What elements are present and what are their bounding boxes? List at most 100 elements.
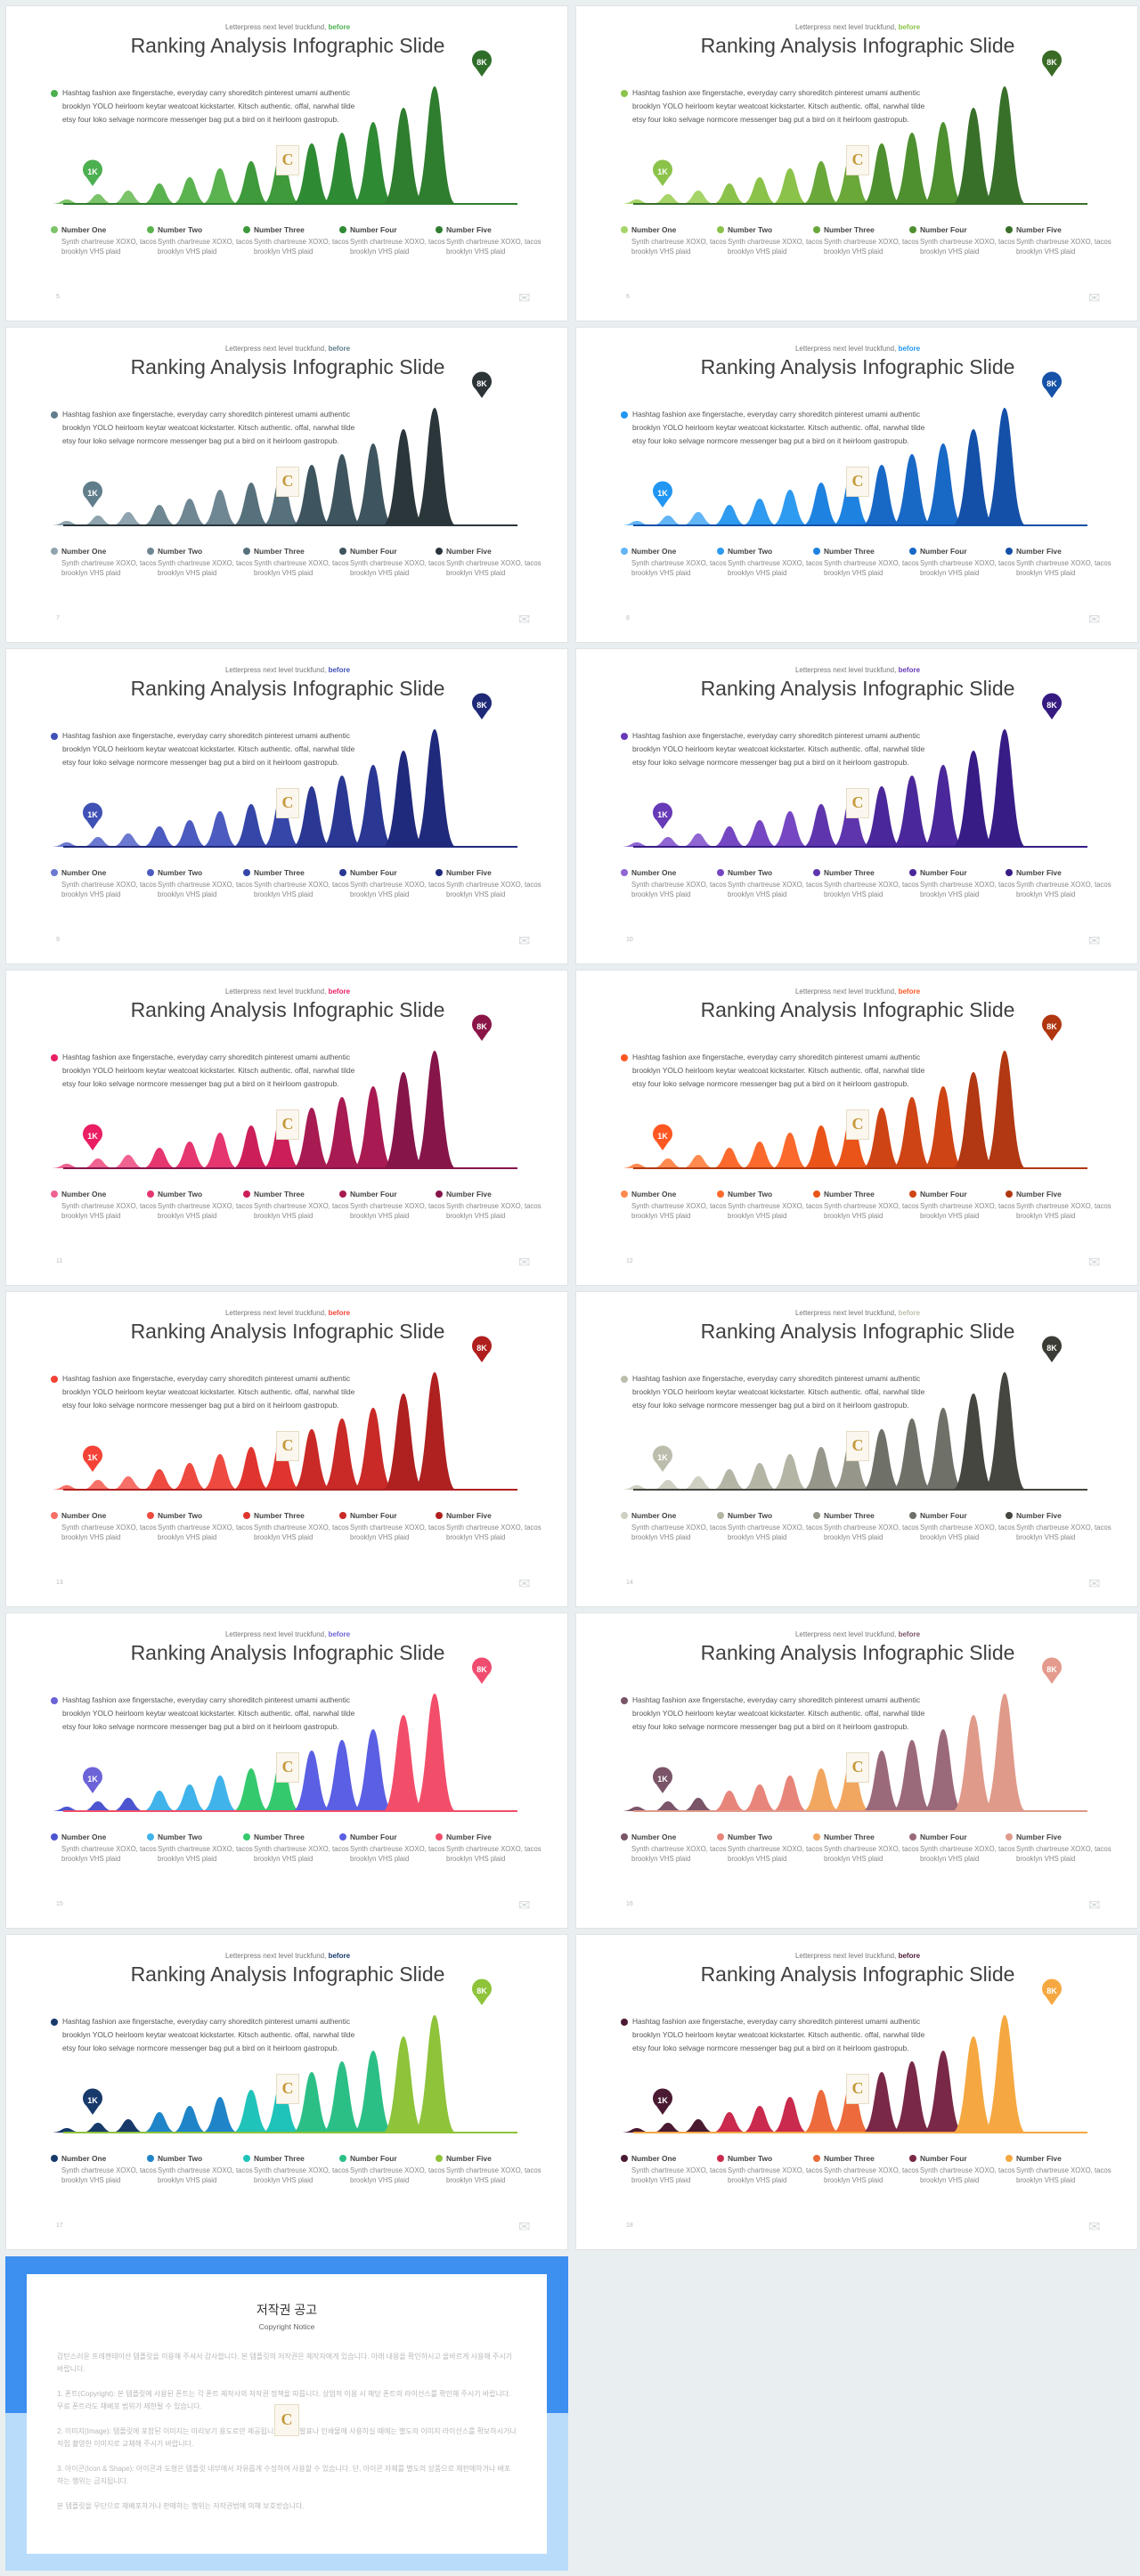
slide-thumbnail-4[interactable]: Letterpress next level truckfund, before… <box>575 327 1138 643</box>
peak-mark <box>832 1117 871 1168</box>
peak-mark <box>923 1729 964 1811</box>
legend-desc: Synth chartreuse XOXO, tacos brooklyn VH… <box>728 238 823 256</box>
legend-desc: Synth chartreuse XOXO, tacos brooklyn VH… <box>254 559 349 577</box>
notice-paragraph: 3. 아이콘(Icon & Shape): 아이콘과 도형은 템플릿 내부에서 … <box>57 2465 511 2485</box>
peak-mark <box>983 1051 1026 1168</box>
peak-mark <box>232 804 270 847</box>
legend-desc: Synth chartreuse XOXO, tacos brooklyn VH… <box>254 238 349 256</box>
ranking-peak-chart: 1K 8K <box>51 1979 517 2133</box>
legend-desc: Synth chartreuse XOXO, tacos brooklyn VH… <box>920 1202 1015 1220</box>
legend-item: Number Three Synth chartreuse XOXO, tacos… <box>813 547 920 578</box>
legend-dot <box>717 1190 724 1198</box>
legend-item: Number One Synth chartreuse XOXO, tacos b… <box>51 225 158 256</box>
peak-mark <box>201 168 239 204</box>
legend-desc: Synth chartreuse XOXO, tacos brooklyn VH… <box>446 2166 542 2184</box>
peak-mark <box>201 1454 239 1490</box>
body-bullet-dot <box>621 1697 628 1704</box>
legend-item: Number Five Synth chartreuse XOXO, tacos … <box>1006 1190 1112 1221</box>
slide-thumbnail-7[interactable]: Letterpress next level truckfund, before… <box>5 970 568 1286</box>
pin-8k: 8K <box>1042 50 1062 77</box>
ranking-peak-chart: 1K 8K <box>51 371 517 526</box>
slide-subtitle: Letterpress next level truckfund, before <box>224 345 351 353</box>
notice-title: 저작권 공고 <box>256 2303 318 2317</box>
legend-item: Number One Synth chartreuse XOXO, tacos b… <box>621 1190 728 1221</box>
pin-1k: 1K <box>653 1124 672 1150</box>
peak-mark <box>413 729 456 847</box>
pin-1k: 1K <box>82 481 102 508</box>
page-number: 6 <box>626 294 630 300</box>
peak-mark <box>742 820 778 847</box>
copyright-notice-slide[interactable]: 저작권 공고 Copyright Notice 감탄스러운 프레젠테이션 템플릿… <box>5 2256 568 2571</box>
peak-mark <box>832 1438 871 1490</box>
peak-mark <box>651 837 685 847</box>
pin-1k: 1K <box>82 2088 102 2115</box>
legend-item: Number Five Synth chartreuse XOXO, tacos … <box>1006 868 1112 899</box>
slide-thumbnail-1[interactable]: Letterpress next level truckfund, before… <box>5 5 568 321</box>
peak-mark <box>51 521 83 525</box>
legend-item: Number Five Synth chartreuse XOXO, tacos … <box>436 225 542 256</box>
slide-thumbnail-14[interactable]: Letterpress next level truckfund, before… <box>575 1934 1138 2250</box>
slide-thumbnail-12[interactable]: Letterpress next level truckfund, before… <box>575 1613 1138 1929</box>
legend-name: Number One <box>631 1832 677 1841</box>
slide-thumbnail-13[interactable]: Letterpress next level truckfund, before… <box>5 1934 568 2250</box>
slide-thumbnail-6[interactable]: Letterpress next level truckfund, before… <box>575 648 1138 964</box>
peak-mark <box>172 1142 208 1168</box>
envelope-icon: ✉ <box>518 291 531 306</box>
notice-card: 저작권 공고 Copyright Notice 감탄스러운 프레젠테이션 템플릿… <box>27 2274 547 2554</box>
peak-mark <box>712 2112 747 2133</box>
peak-mark <box>142 1469 177 1490</box>
slide-thumbnail-11[interactable]: Letterpress next level truckfund, before… <box>5 1613 568 1929</box>
legend-item: Number One Synth chartreuse XOXO, tacos b… <box>621 225 728 256</box>
slide-body-text: Hashtag fashion axe fingerstache, everyd… <box>51 2015 365 2055</box>
legend-desc: Synth chartreuse XOXO, tacos brooklyn VH… <box>1016 559 1112 577</box>
legend-desc: Synth chartreuse XOXO, tacos brooklyn VH… <box>631 1845 727 1863</box>
peak-mark <box>353 1086 394 1168</box>
slide-body-text: Hashtag fashion axe fingerstache, everyd… <box>621 1372 935 1412</box>
legend-desc: Synth chartreuse XOXO, tacos brooklyn VH… <box>446 238 542 256</box>
slide-thumbnail-5[interactable]: Letterpress next level truckfund, before… <box>5 648 568 964</box>
legend-dot <box>436 548 443 555</box>
peak-mark <box>621 2128 653 2133</box>
legend-name: Number Four <box>350 1190 397 1199</box>
slide-thumbnail-10[interactable]: Letterpress next level truckfund, before… <box>575 1291 1138 1607</box>
peak-mark <box>81 1158 115 1168</box>
legend-desc: Synth chartreuse XOXO, tacos brooklyn VH… <box>61 2166 157 2184</box>
ranking-peak-chart: 1K 8K <box>621 1014 1087 1169</box>
slide-title: Ranking Analysis Infographic Slide <box>130 1962 445 1986</box>
peak-mark <box>322 454 362 525</box>
pin-1k: 1K <box>82 159 102 186</box>
legend-dot <box>436 869 443 876</box>
peak-mark <box>353 2051 394 2133</box>
peak-mark <box>322 1740 362 1811</box>
slide-thumbnail-8[interactable]: Letterpress next level truckfund, before… <box>575 970 1138 1286</box>
body-bullet-dot <box>51 2019 58 2026</box>
peak-mark <box>771 490 809 525</box>
slide-thumbnail-2[interactable]: Letterpress next level truckfund, before… <box>575 5 1138 321</box>
svg-text:8K: 8K <box>476 1987 487 1995</box>
slide-thumbnail-3[interactable]: Letterpress next level truckfund, before… <box>5 327 568 643</box>
body-bullet-dot <box>621 90 628 97</box>
legend-item: Number Four Synth chartreuse XOXO, tacos … <box>339 1190 446 1221</box>
legend-item: Number Two Synth chartreuse XOXO, tacos b… <box>147 225 254 256</box>
legend-dot <box>717 548 724 555</box>
peak-mark <box>111 1155 145 1168</box>
peak-mark <box>681 191 715 204</box>
slide-subtitle: Letterpress next level truckfund, before <box>224 987 351 995</box>
watermark-logo: C <box>846 145 869 175</box>
legend-item: Number Four Synth chartreuse XOXO, tacos … <box>909 868 1016 899</box>
svg-text:1K: 1K <box>87 810 98 819</box>
legend-desc: Synth chartreuse XOXO, tacos brooklyn VH… <box>158 881 253 898</box>
legend-name: Number One <box>61 1190 107 1199</box>
legend-desc: Synth chartreuse XOXO, tacos brooklyn VH… <box>158 1202 253 1220</box>
svg-text:1K: 1K <box>657 167 668 176</box>
peak-mark <box>983 1372 1026 1490</box>
legend-item: Number Two Synth chartreuse XOXO, tacos b… <box>717 225 824 256</box>
page-number: 13 <box>56 1580 63 1586</box>
peak-mark <box>771 1776 809 1811</box>
legend-name: Number Four <box>920 1511 967 1520</box>
peak-mark <box>892 1097 932 1168</box>
legend-dot <box>1006 869 1013 876</box>
legend-name: Number Two <box>728 1190 773 1199</box>
pin-8k: 8K <box>1042 371 1062 398</box>
slide-thumbnail-9[interactable]: Letterpress next level truckfund, before… <box>5 1291 568 1607</box>
